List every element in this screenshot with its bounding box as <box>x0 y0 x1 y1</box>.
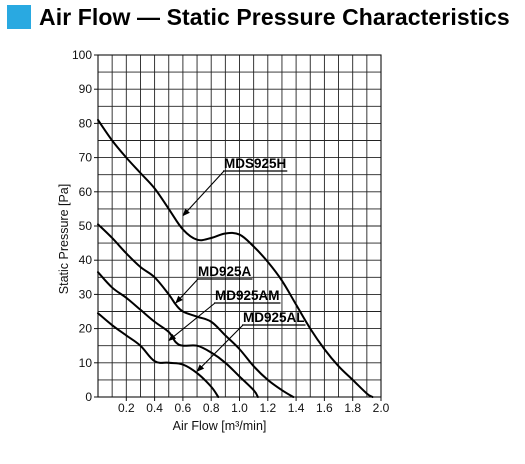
y-tick-label: 50 <box>79 219 93 233</box>
y-tick-label: 80 <box>79 116 93 130</box>
series-line-md925al <box>97 312 220 398</box>
y-tick-label: 40 <box>79 253 93 267</box>
curve-label-arrow <box>196 324 244 372</box>
y-tick-label: 70 <box>79 151 93 165</box>
x-tick-label: 1.4 <box>288 401 305 415</box>
x-tick-label: 1.8 <box>344 401 361 415</box>
x-tick-label: 1.2 <box>259 401 276 415</box>
y-tick-label: 90 <box>79 82 93 96</box>
y-tick-label: 60 <box>79 185 93 199</box>
x-tick-label: 1.6 <box>316 401 333 415</box>
section-marker-icon <box>7 5 31 29</box>
x-tick-label: 0.6 <box>175 401 192 415</box>
series-line-md925a <box>97 223 295 398</box>
y-tick-label: 20 <box>79 322 93 336</box>
x-tick-label: 0.2 <box>118 401 135 415</box>
y-tick-label: 0 <box>85 390 92 404</box>
x-tick-label: 0.8 <box>203 401 220 415</box>
chart-grid <box>97 54 382 398</box>
x-tick-label: 1.0 <box>231 401 248 415</box>
x-tick-label: 0.4 <box>146 401 163 415</box>
curve-label-arrow <box>182 170 225 217</box>
y-tick-label: 100 <box>72 48 92 62</box>
curve-label-arrow <box>175 278 199 304</box>
chart-series <box>97 118 374 398</box>
series-line-mds925h <box>97 118 374 398</box>
curve-label-md925am: MD925AM <box>215 288 280 303</box>
chart-annotations: MDS925H MD925A MD925AM MD925AL <box>168 156 306 372</box>
chart-axes: 0 10 20 30 40 50 60 70 80 90 100 0.2 0.4 0.6 0.8 1.0 1.2… <box>72 48 390 415</box>
curve-label-mds925h: MDS925H <box>224 156 286 171</box>
curve-label-md925a: MD925A <box>198 264 252 279</box>
x-axis-title: Air Flow [m³/min] <box>173 419 267 433</box>
series-line-md925am <box>97 271 259 398</box>
chart-header: Air Flow — Static Pressure Characteristi… <box>7 4 510 30</box>
y-tick-label: 10 <box>79 356 93 370</box>
y-axis-title: Static Pressure [Pa] <box>57 184 71 294</box>
chart-title: Air Flow — Static Pressure Characteristi… <box>39 3 510 30</box>
curve-label-md925al: MD925AL <box>243 310 305 325</box>
y-tick-label: 30 <box>79 287 93 301</box>
x-tick-label: 2.0 <box>373 401 390 415</box>
curve-label-arrow <box>168 302 216 342</box>
